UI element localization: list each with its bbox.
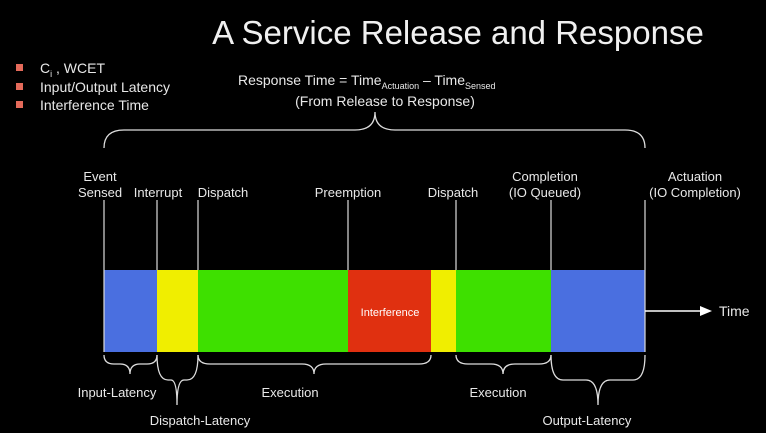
span-label: Output-Latency: [543, 413, 632, 428]
segment: [104, 270, 157, 352]
span-brace: [197, 354, 432, 375]
segment: [551, 270, 645, 352]
bullets: Ci , WCET Input/Output Latency Interfere…: [16, 60, 170, 113]
bullet-icon: [16, 101, 23, 108]
bullet-icon: [16, 64, 23, 71]
segment: [431, 270, 456, 352]
arrow-head: [700, 306, 712, 316]
event-label: (IO Queued): [509, 185, 581, 200]
event-label: Dispatch: [198, 185, 249, 200]
span-brace: [156, 354, 199, 406]
bullet: Interference Time: [40, 97, 149, 113]
segment: [198, 270, 348, 352]
bullet: Ci , WCET: [40, 60, 105, 79]
title: A Service Release and Response: [212, 14, 704, 51]
bullet-icon: [16, 83, 23, 90]
event-label: Preemption: [315, 185, 381, 200]
segment: [157, 270, 198, 352]
span-label: Execution: [469, 385, 526, 400]
segment: [348, 270, 431, 352]
span-brace: [103, 354, 158, 375]
event-label: Dispatch: [428, 185, 479, 200]
bullet: Input/Output Latency: [40, 79, 170, 95]
span-label: Dispatch-Latency: [150, 413, 251, 428]
event-label: Completion: [512, 169, 578, 184]
event-lines: [103, 200, 646, 352]
span-brace: [455, 354, 552, 375]
timeline: Interference: [104, 270, 645, 352]
event-label: Actuation: [668, 169, 722, 184]
span-label: Execution: [261, 385, 318, 400]
event-label: (IO Completion): [649, 185, 741, 200]
segment: [456, 270, 551, 352]
response-brace: [103, 111, 646, 149]
span-label: Input-Latency: [78, 385, 157, 400]
event-label: Sensed: [78, 185, 122, 200]
formula: Response Time = TimeActuation – TimeSens…: [238, 72, 496, 91]
formula-note: (From Release to Response): [295, 93, 475, 109]
event-label: Event: [83, 169, 117, 184]
event-label: Interrupt: [134, 185, 183, 200]
axis-label: Time: [719, 303, 750, 319]
segment-label: Interference: [361, 307, 420, 319]
span-brace: [550, 354, 646, 406]
